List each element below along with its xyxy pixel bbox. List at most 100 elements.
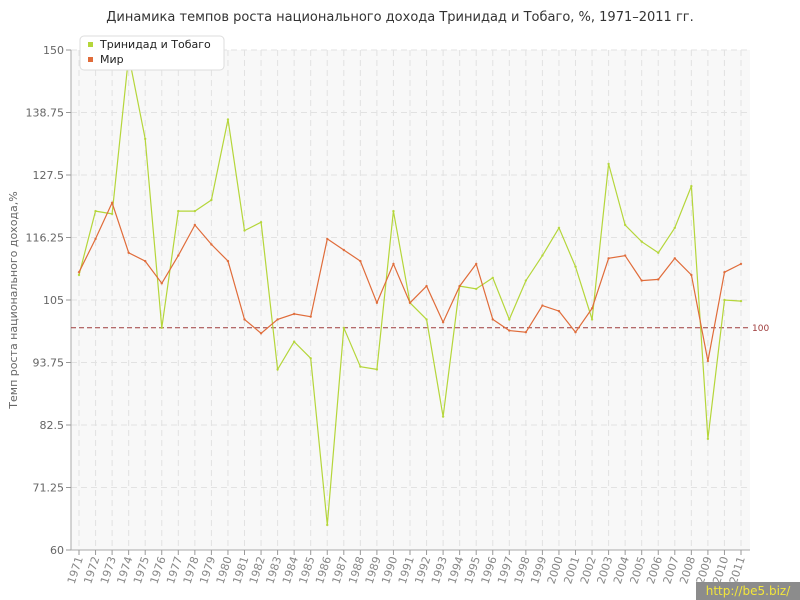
data-point-1 [524,331,528,334]
y-tick-label: 82.5 [40,419,65,432]
data-point-0 [77,273,81,277]
data-point-1 [77,271,81,274]
data-point-1 [342,248,345,252]
data-point-1 [723,271,726,274]
data-point-1 [210,243,213,246]
data-point-0 [690,184,693,188]
data-point-0 [144,137,147,141]
data-point-1 [408,301,412,304]
data-point-0 [590,318,594,321]
legend-box [79,35,225,71]
data-point-0 [425,318,428,321]
legend-swatch [88,57,93,62]
legend-swatch [88,42,93,47]
data-point-1 [144,259,147,263]
watermark-link[interactable]: http://be5.biz/ [696,582,800,600]
data-point-0 [226,118,230,121]
reference-line-label: 100 [752,324,769,334]
data-point-1 [276,318,279,321]
data-point-1 [441,321,445,324]
data-point-1 [292,312,296,316]
data-point-1 [574,331,577,334]
data-point-1 [557,309,561,313]
y-axis-ticks: 60 71.25 82.5 93.75 105 116.25 127.5 138.75 150 [26,44,71,557]
data-point-0 [160,326,163,329]
data-point-1 [94,237,97,241]
data-point-0 [640,240,643,243]
data-point-1 [177,254,180,257]
data-point-0 [210,198,213,202]
data-point-0 [243,229,246,232]
data-point-0 [94,209,97,213]
data-point-0 [177,209,180,213]
legend-label: Мир [100,53,124,66]
data-point-0 [292,340,296,343]
y-tick-label: 71.25 [33,482,65,495]
data-point-0 [375,368,379,371]
data-point-0 [541,254,544,257]
y-tick-label: 60 [50,544,64,557]
data-point-1 [623,254,627,257]
data-point-1 [392,262,395,266]
data-point-1 [673,257,676,260]
data-point-0 [276,368,279,371]
y-tick-label: 93.75 [33,357,65,370]
data-point-1 [541,304,544,307]
data-point-0 [706,437,710,441]
data-point-0 [574,265,577,268]
data-point-0 [673,226,676,229]
data-point-1 [110,201,114,204]
series-group [77,54,743,527]
data-point-1 [243,318,246,321]
data-point-0 [491,276,494,279]
data-point-1 [640,279,643,282]
data-point-1 [127,251,130,254]
data-point-0 [607,162,610,166]
y-tick-label: 116.25 [26,232,65,245]
data-point-1 [425,284,428,288]
data-point-0 [623,223,627,227]
data-point-0 [259,221,263,224]
data-point-1 [193,223,197,227]
data-point-0 [557,226,561,229]
legend: Тринидад и Тобаго Мир [79,35,225,71]
data-point-1 [590,307,594,310]
data-point-1 [657,278,660,281]
data-point-0 [657,251,660,254]
y-axis-label: Темп роста национального дохода,% [7,191,20,409]
data-point-1 [690,273,693,277]
data-point-0 [326,523,329,527]
data-point-0 [441,415,445,418]
data-point-1 [607,257,610,260]
data-point-1 [475,262,478,266]
data-point-1 [508,329,511,332]
data-point-0 [342,326,345,329]
y-tick-label: 127.5 [33,169,65,182]
data-point-0 [739,299,743,303]
data-point-0 [475,287,478,291]
data-point-0 [524,279,528,282]
data-point-0 [723,298,726,302]
data-point-1 [458,284,461,288]
reference-line-group: 100 [71,324,769,334]
data-point-1 [160,282,163,285]
data-point-0 [309,357,312,360]
x-axis-ticks: 1971197219731974197519761977197819791980… [65,550,748,586]
data-point-0 [508,318,511,321]
data-point-1 [706,359,710,363]
legend-label: Тринидад и Тобаго [99,38,211,51]
data-point-1 [259,332,263,335]
data-point-0 [392,209,395,213]
y-tick-label: 105 [43,294,64,307]
data-point-1 [739,262,743,266]
data-point-1 [359,259,362,263]
chart-title: Динамика темпов роста национального дохо… [106,10,694,25]
data-point-1 [491,318,494,321]
data-point-0 [359,365,362,368]
data-point-1 [226,259,230,263]
y-tick-label: 138.75 [26,107,65,120]
data-point-0 [110,212,114,216]
data-point-0 [193,209,197,213]
data-point-1 [375,301,379,304]
